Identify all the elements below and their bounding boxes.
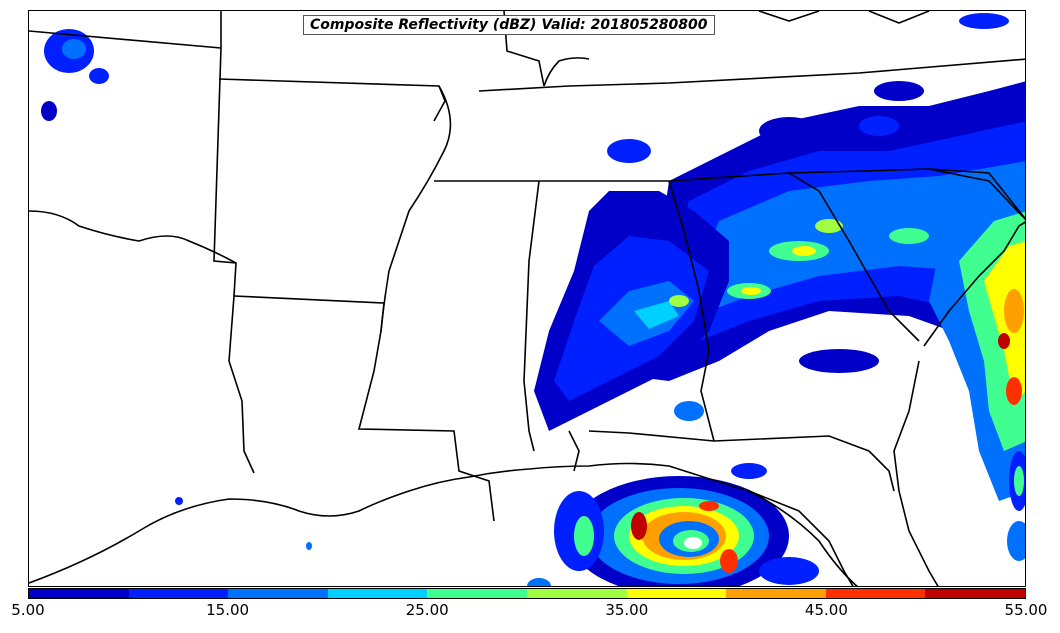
colorbar-segment [228, 589, 328, 598]
colorbar-segment [825, 589, 926, 598]
colorbar-segment [427, 589, 527, 598]
reflectivity-map [29, 11, 1025, 586]
colorbar-segment [726, 589, 826, 598]
colorbar-segment [626, 589, 727, 598]
colorbar-tick-label: 45.00 [804, 601, 848, 619]
hurricane-echo [569, 476, 789, 586]
colorbar-tick-label: 35.00 [605, 601, 649, 619]
colorbar-segment [29, 589, 129, 598]
map-panel [28, 10, 1026, 587]
colorbar-tick-label: 55.00 [1004, 601, 1048, 619]
colorbar-segment [327, 589, 428, 598]
colorbar-segment [526, 589, 627, 598]
colorbar-tick-label: 25.00 [405, 601, 449, 619]
colorbar-segment [925, 589, 1025, 598]
reflectivity-echoes [41, 13, 1025, 586]
state-boundaries [29, 11, 1025, 586]
colorbar-tick-label: 15.00 [206, 601, 250, 619]
map-title: Composite Reflectivity (dBZ) Valid: 2018… [303, 15, 715, 35]
colorbar-tick-label: 5.00 [11, 601, 45, 619]
colorbar [28, 588, 1026, 599]
colorbar-segment [128, 589, 229, 598]
